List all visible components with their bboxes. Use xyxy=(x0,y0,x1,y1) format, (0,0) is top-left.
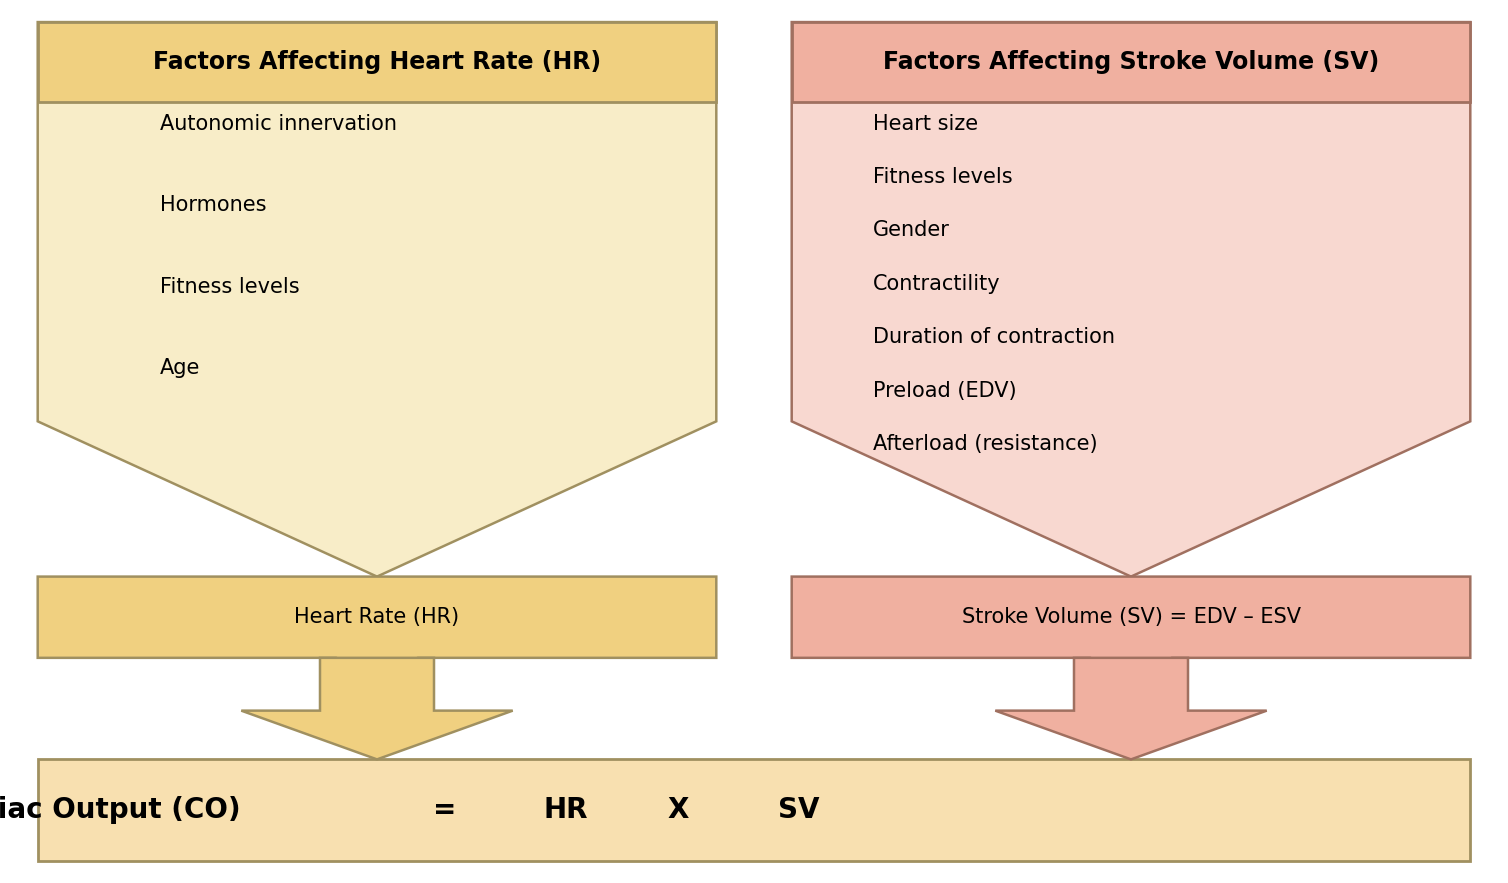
Text: Fitness levels: Fitness levels xyxy=(873,167,1013,187)
Text: Hormones: Hormones xyxy=(160,195,267,215)
Polygon shape xyxy=(792,577,1470,678)
Bar xyxy=(792,22,1470,102)
Polygon shape xyxy=(241,658,513,759)
Polygon shape xyxy=(38,22,716,577)
Text: Afterload (resistance): Afterload (resistance) xyxy=(873,434,1098,454)
Polygon shape xyxy=(792,22,1470,577)
Text: HR: HR xyxy=(543,796,588,824)
Text: Gender: Gender xyxy=(873,221,950,240)
Text: Age: Age xyxy=(160,358,201,378)
Text: Heart size: Heart size xyxy=(873,114,979,133)
Text: Factors Affecting Heart Rate (HR): Factors Affecting Heart Rate (HR) xyxy=(152,49,602,74)
Text: =: = xyxy=(433,796,457,824)
Bar xyxy=(38,759,1470,861)
Text: Stroke Volume (SV) = EDV – ESV: Stroke Volume (SV) = EDV – ESV xyxy=(962,608,1300,627)
Polygon shape xyxy=(995,658,1267,759)
Text: Heart Rate (HR): Heart Rate (HR) xyxy=(294,608,460,627)
Text: Contractility: Contractility xyxy=(873,274,1001,294)
Text: Autonomic innervation: Autonomic innervation xyxy=(160,114,397,133)
Text: Fitness levels: Fitness levels xyxy=(160,276,300,297)
Text: SV: SV xyxy=(778,796,820,824)
Text: Cardiac Output (CO): Cardiac Output (CO) xyxy=(0,796,241,824)
Text: X: X xyxy=(668,796,689,824)
Bar xyxy=(38,22,716,102)
Text: Preload (EDV): Preload (EDV) xyxy=(873,381,1016,401)
Text: Factors Affecting Stroke Volume (SV): Factors Affecting Stroke Volume (SV) xyxy=(882,49,1380,74)
Polygon shape xyxy=(38,577,716,678)
Text: Duration of contraction: Duration of contraction xyxy=(873,328,1114,347)
